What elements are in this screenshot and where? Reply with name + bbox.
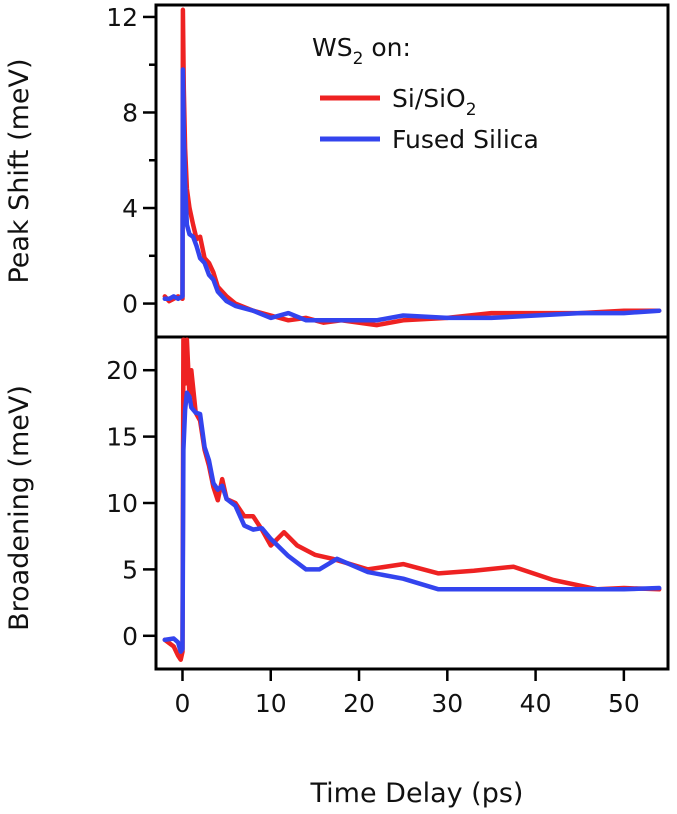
peak_shift-series-si-sio2 [162,7,662,328]
peak_shift-plot-frame [154,3,670,339]
broadening-x-tick-label: 40 [520,689,552,718]
peak_shift-y-axis-title: Peak Shift (meV) [4,58,35,283]
peak_shift-y-tick-label: 12 [106,3,138,32]
peak_shift-series-fused-silica [162,67,662,323]
broadening-y-tick-label: 0 [122,622,138,651]
broadening-y-tick-label: 15 [106,423,138,452]
broadening-y-axis-title: Broadening (meV) [4,385,35,631]
peak_shift-y-tick-label: 0 [122,290,138,319]
legend-label-fused-silica: Fused Silica [392,125,539,154]
legend-label-si-sio2: Si/SiO2 [392,84,477,120]
broadening-y-tick-label: 20 [106,356,138,385]
broadening-y-tick-label: 10 [106,489,138,518]
peak_shift-y-tick-label: 8 [122,98,138,127]
x-axis-title: Time Delay (ps) [310,778,524,809]
broadening-x-tick-label: 20 [343,689,375,718]
broadening-series-fused-silica [162,390,662,654]
peak_shift-y-tick-label: 4 [122,194,138,223]
legend-title: WS2 on: [312,33,411,69]
broadening-x-tick-label: 30 [431,689,463,718]
broadening-panel: 0 5 10 15 20 0 10 20 30 40 50 Broadening (meV) [4,335,670,718]
broadening-x-tick-label: 10 [255,689,287,718]
broadening-series-si-sio2 [162,337,662,662]
broadening-y-tick-label: 5 [122,555,138,584]
broadening-x-tick-label: 0 [175,689,191,718]
legend: WS2 on: Si/SiO2 Fused Silica [312,33,539,154]
broadening-x-tick-label: 50 [608,689,640,718]
